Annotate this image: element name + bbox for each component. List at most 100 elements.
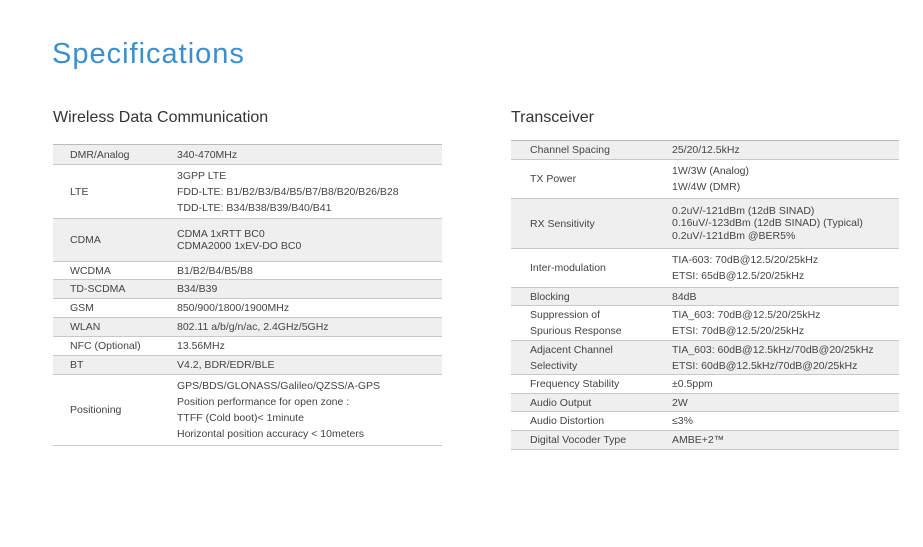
spec-value: 25/20/12.5kHz (672, 142, 740, 158)
spec-value-line: CDMA 1xRTT BC0 (177, 227, 265, 240)
spec-label: Frequency Stability (530, 378, 620, 390)
spec-value: CDMA 1xRTT BC0 CDMA2000 1xEV-DO BC0 (177, 228, 301, 253)
spec-value: AMBE+2™ (672, 432, 724, 448)
spec-row: Digital Vocoder Type AMBE+2™ (511, 431, 899, 450)
spec-value-line: 13.56MHz (177, 340, 225, 352)
spec-value-line: 850/900/1800/1900MHz (177, 302, 290, 314)
spec-value: 84dB (672, 289, 697, 305)
page-title: Specifications (52, 38, 245, 70)
spec-label: TX Power (530, 173, 577, 185)
spec-value: TIA-603: 70dB@12.5/20/25kHz ETSI: 65dB@12… (672, 252, 818, 284)
spec-label: BT (70, 359, 84, 371)
spec-value: GPS/BDS/GLONASS/Galileo/QZSS/A-GPS Positi… (177, 378, 380, 442)
spec-row: Inter-modulation TIA-603: 70dB@12.5/20/25… (511, 249, 899, 288)
spec-value-line: ETSI: 65dB@12.5/20/25kHz (672, 270, 805, 282)
spec-value-line: 802.11 a/b/g/n/ac, 2.4GHz/5GHz (177, 321, 329, 333)
spec-row: Suppression of Spurious Response TIA_603:… (511, 306, 899, 341)
spec-value-line: 0.2uV/-121dBm (12dB SINAD) (672, 204, 815, 217)
spec-value-line: 1W/3W (Analog) (672, 165, 750, 177)
spec-value-line: 0.16uV/-123dBm (12dB SINAD) (Typical) (672, 217, 863, 230)
spec-value-line: ETSI: 70dB@12.5/20/25kHz (672, 325, 805, 337)
spec-value-line: 25/20/12.5kHz (672, 144, 740, 156)
spec-value-line: 1W/4W (DMR) (672, 181, 741, 193)
spec-value: 2W (672, 395, 688, 411)
spec-value-line: TDD-LTE: B34/B38/B39/B40/B41 (177, 201, 332, 214)
spec-row: Blocking 84dB (511, 288, 899, 306)
spec-value-line: 2W (672, 396, 688, 409)
spec-row: Channel Spacing 25/20/12.5kHz (511, 141, 899, 160)
spec-value-line: ±0.5ppm (672, 378, 713, 390)
spec-row: NFC (Optional) 13.56MHz (53, 337, 442, 356)
spec-row: BT V4.2, BDR/EDR/BLE (53, 356, 442, 375)
transceiver-heading: Transceiver (511, 109, 594, 126)
spec-value: ≤3% (672, 413, 693, 429)
spec-label: Audio Distortion (530, 415, 605, 427)
spec-value: 13.56MHz (177, 338, 225, 354)
spec-row: TD-SCDMA B34/B39 (53, 280, 442, 299)
spec-value-line: Position performance for open zone : (177, 396, 350, 408)
spec-label: NFC (Optional) (70, 340, 141, 352)
spec-row: Frequency Stability ±0.5ppm (511, 375, 899, 394)
spec-label: Blocking (530, 290, 570, 303)
spec-value-line: 340-470MHz (177, 148, 238, 161)
spec-value: TIA_603: 60dB@12.5kHz/70dB@20/25kHz ETSI:… (672, 342, 874, 374)
spec-value: 3GPP LTE FDD-LTE: B1/B2/B3/B4/B5/B7/B8/B2… (177, 168, 399, 216)
spec-value-line: 3GPP LTE (177, 169, 227, 182)
spec-row: Positioning GPS/BDS/GLONASS/Galileo/QZSS/… (53, 375, 442, 446)
spec-value-line: TTFF (Cold boot)< 1minute (177, 412, 304, 424)
spec-value: TIA_603: 70dB@12.5/20/25kHz ETSI: 70dB@12… (672, 307, 820, 339)
spec-label: Positioning (70, 404, 122, 416)
spec-row: CDMA CDMA 1xRTT BC0 CDMA2000 1xEV-DO BC0 (53, 219, 442, 262)
spec-value: V4.2, BDR/EDR/BLE (177, 357, 274, 373)
spec-label: Inter-modulation (530, 262, 606, 274)
spec-value-line: GPS/BDS/GLONASS/Galileo/QZSS/A-GPS (177, 380, 381, 392)
spec-row: Adjacent Channel Selectivity TIA_603: 60d… (511, 341, 899, 375)
spec-label: Suppression of Spurious Response (530, 309, 622, 337)
spec-value-line: TIA_603: 70dB@12.5/20/25kHz (672, 309, 821, 321)
spec-value-line: V4.2, BDR/EDR/BLE (177, 359, 275, 371)
spec-row: WCDMA B1/B2/B4/B5/B8 (53, 262, 442, 280)
spec-label: WCDMA (70, 264, 111, 277)
spec-row: GSM 850/900/1800/1900MHz (53, 299, 442, 318)
spec-label: RX Sensitivity (530, 217, 595, 230)
spec-value: 850/900/1800/1900MHz (177, 300, 289, 316)
spec-label: Channel Spacing (530, 144, 610, 156)
spec-row: RX Sensitivity 0.2uV/-121dBm (12dB SINAD)… (511, 199, 899, 249)
spec-label: CDMA (70, 234, 101, 246)
spec-label: DMR/Analog (70, 148, 130, 161)
spec-row: DMR/Analog 340-470MHz (53, 145, 442, 165)
spec-label: GSM (70, 302, 94, 314)
spec-value-line: ETSI: 60dB@12.5kHz/70dB@20/25kHz (672, 359, 858, 372)
spec-value-line: TIA-603: 70dB@12.5/20/25kHz (672, 254, 819, 266)
spec-row: LTE 3GPP LTE FDD-LTE: B1/B2/B3/B4/B5/B7/B8… (53, 165, 442, 219)
spec-value: ±0.5ppm (672, 376, 713, 392)
spec-value: 1W/3W (Analog) 1W/4W (DMR) (672, 163, 749, 195)
spec-value: B34/B39 (177, 281, 217, 297)
spec-label: Audio Output (530, 396, 592, 409)
wireless-heading: Wireless Data Communication (53, 109, 269, 126)
spec-value: 0.2uV/-121dBm (12dB SINAD) 0.16uV/-123dBm… (672, 205, 863, 243)
transceiver-spec-table: Channel Spacing 25/20/12.5kHz TX Power 1W/3… (511, 140, 899, 450)
spec-label: Adjacent Channel Selectivity (530, 343, 613, 372)
spec-label: LTE (70, 185, 89, 198)
spec-row: Audio Output 2W (511, 394, 899, 412)
spec-label: WLAN (70, 321, 101, 333)
spec-value: 340-470MHz (177, 147, 237, 163)
spec-value-line: TIA_603: 60dB@12.5kHz/70dB@20/25kHz (672, 343, 874, 356)
spec-value-line: B34/B39 (177, 283, 218, 295)
spec-value: B1/B2/B4/B5/B8 (177, 263, 253, 279)
spec-row: WLAN 802.11 a/b/g/n/ac, 2.4GHz/5GHz (53, 318, 442, 337)
spec-label: Digital Vocoder Type (530, 434, 627, 446)
spec-value-line: B1/B2/B4/B5/B8 (177, 264, 253, 277)
spec-value-line: ≤3% (672, 415, 693, 427)
spec-value: 802.11 a/b/g/n/ac, 2.4GHz/5GHz (177, 319, 329, 335)
spec-value-line: CDMA2000 1xEV-DO BC0 (177, 240, 302, 252)
spec-label: TD-SCDMA (70, 283, 126, 295)
spec-value-line: Horizontal position accuracy < 10meters (177, 428, 365, 440)
spec-value-line: 84dB (672, 290, 697, 303)
spec-value-line: AMBE+2™ (672, 434, 725, 446)
spec-value-line: FDD-LTE: B1/B2/B3/B4/B5/B7/B8/B20/B26/B2… (177, 185, 399, 198)
spec-value-line: 0.2uV/-121dBm @BER5% (672, 229, 796, 242)
spec-row: Audio Distortion ≤3% (511, 412, 899, 431)
spec-row: TX Power 1W/3W (Analog) 1W/4W (DMR) (511, 160, 899, 199)
